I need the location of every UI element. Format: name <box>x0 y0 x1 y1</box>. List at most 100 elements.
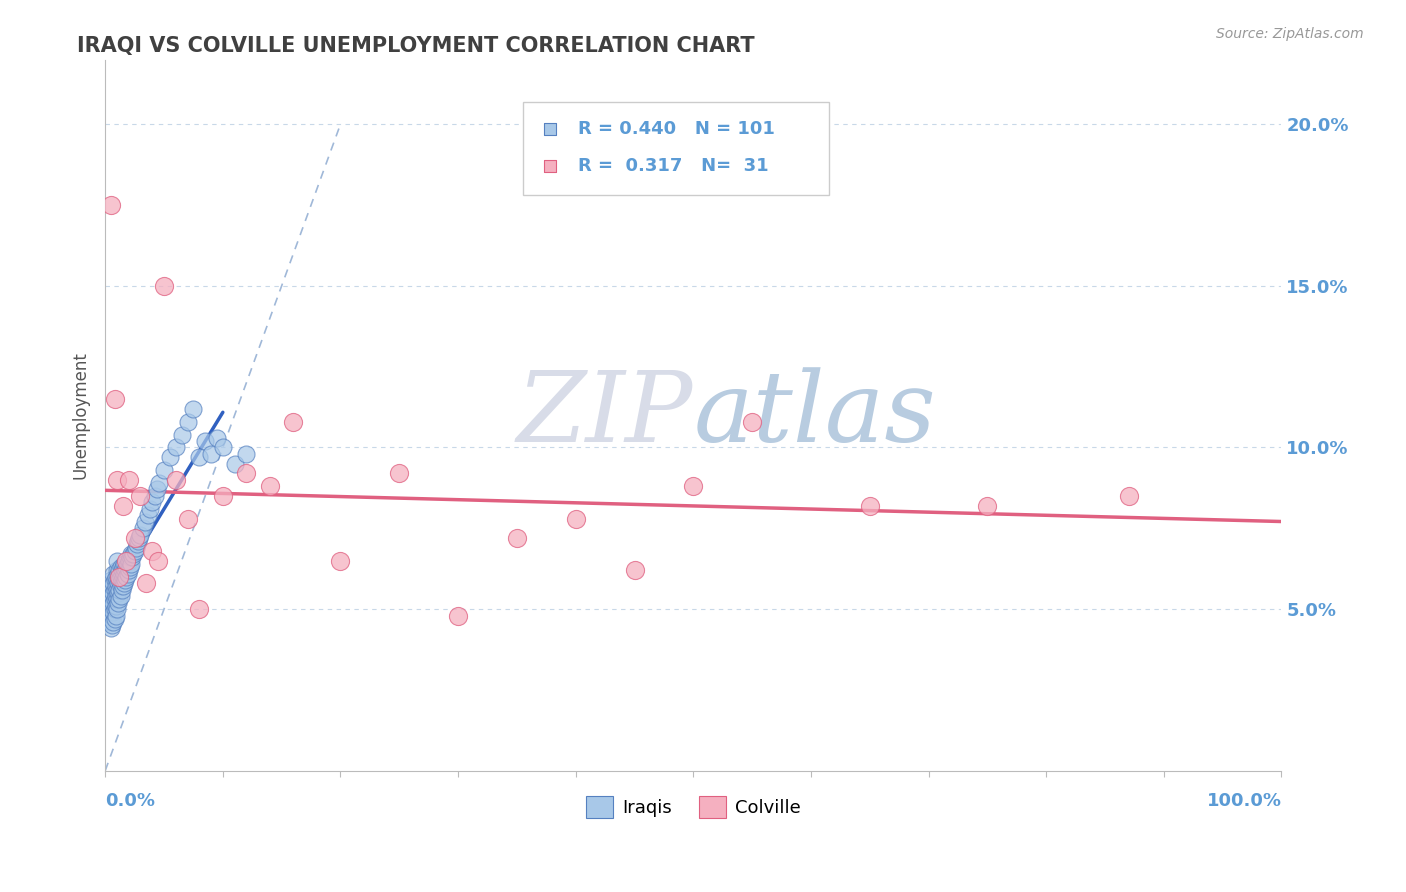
Point <box>104 599 127 613</box>
Point <box>148 476 170 491</box>
Point <box>108 573 131 587</box>
Point <box>117 566 139 581</box>
Point <box>129 489 152 503</box>
Point <box>111 560 134 574</box>
Text: R = 0.440   N = 101: R = 0.440 N = 101 <box>578 120 775 137</box>
Point <box>104 589 127 603</box>
Point <box>104 602 127 616</box>
Point <box>506 531 529 545</box>
Point <box>105 592 128 607</box>
Point <box>114 573 136 587</box>
Point <box>124 544 146 558</box>
Point <box>112 566 135 581</box>
Point <box>117 557 139 571</box>
Point <box>111 499 134 513</box>
Point <box>100 573 122 587</box>
Point <box>135 576 157 591</box>
Point <box>115 553 138 567</box>
Point <box>134 515 156 529</box>
Point <box>211 441 233 455</box>
Point <box>623 563 645 577</box>
Point <box>165 441 187 455</box>
Point <box>111 563 134 577</box>
Point <box>136 508 159 523</box>
Point <box>97 596 120 610</box>
Point <box>141 544 163 558</box>
Text: 100.0%: 100.0% <box>1206 792 1281 810</box>
Point <box>105 553 128 567</box>
Point <box>224 457 246 471</box>
Point <box>105 473 128 487</box>
Text: ZIP: ZIP <box>517 368 693 463</box>
Point <box>118 553 141 567</box>
Point <box>159 450 181 465</box>
Point <box>976 499 998 513</box>
Point <box>194 434 217 448</box>
Point <box>165 473 187 487</box>
Point <box>115 570 138 584</box>
Point <box>118 550 141 565</box>
Point <box>118 560 141 574</box>
Point <box>283 415 305 429</box>
Point <box>122 547 145 561</box>
Point <box>103 596 125 610</box>
Point <box>146 553 169 567</box>
Point <box>118 563 141 577</box>
Point <box>205 431 228 445</box>
Point <box>141 495 163 509</box>
Point <box>104 582 127 597</box>
Point <box>139 501 162 516</box>
FancyBboxPatch shape <box>523 103 828 194</box>
Point <box>1118 489 1140 503</box>
Point <box>105 563 128 577</box>
Point <box>107 576 129 591</box>
Point <box>104 573 127 587</box>
Point <box>176 415 198 429</box>
Point <box>104 608 127 623</box>
Point <box>108 570 131 584</box>
Text: atlas: atlas <box>693 368 936 463</box>
Point <box>105 573 128 587</box>
Point <box>101 579 124 593</box>
Point <box>101 599 124 613</box>
Point <box>125 537 148 551</box>
Point <box>259 479 281 493</box>
Point <box>98 615 121 629</box>
Point <box>108 563 131 577</box>
Point <box>103 576 125 591</box>
Point <box>200 447 222 461</box>
Point <box>110 579 132 593</box>
Point <box>111 579 134 593</box>
Point <box>111 570 134 584</box>
Point <box>101 589 124 603</box>
Point <box>114 563 136 577</box>
Point <box>124 531 146 545</box>
Point <box>132 521 155 535</box>
Point <box>97 602 120 616</box>
Point <box>105 582 128 597</box>
Point <box>235 467 257 481</box>
Point <box>188 450 211 465</box>
Point <box>115 560 138 574</box>
Point <box>188 602 211 616</box>
Point <box>235 447 257 461</box>
Text: 0.0%: 0.0% <box>105 792 155 810</box>
Point <box>105 602 128 616</box>
Point <box>128 531 150 545</box>
Point <box>98 589 121 603</box>
Point <box>564 511 586 525</box>
Text: IRAQI VS COLVILLE UNEMPLOYMENT CORRELATION CHART: IRAQI VS COLVILLE UNEMPLOYMENT CORRELATI… <box>77 36 755 55</box>
Point <box>104 612 127 626</box>
Point <box>125 541 148 555</box>
Point <box>108 582 131 597</box>
Y-axis label: Unemployment: Unemployment <box>72 351 89 479</box>
Point <box>741 415 763 429</box>
Point <box>447 608 470 623</box>
Point <box>120 557 142 571</box>
Point <box>100 198 122 212</box>
Point <box>112 576 135 591</box>
Point <box>153 463 176 477</box>
Point <box>118 473 141 487</box>
Point <box>104 579 127 593</box>
Point <box>104 592 127 607</box>
